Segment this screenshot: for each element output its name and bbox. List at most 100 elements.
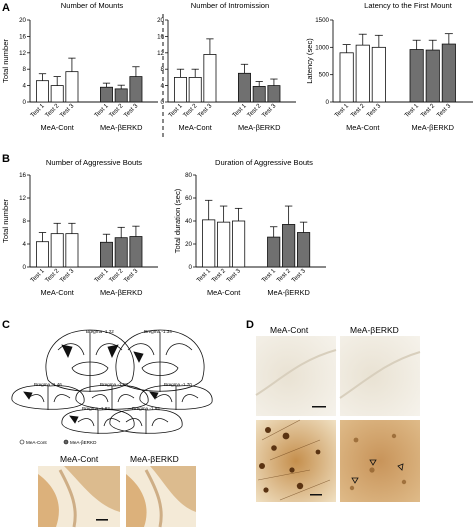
y-axis-label: Total duration (sec) [173, 188, 182, 253]
x-tick-label: Test 3 [290, 267, 307, 284]
bar [114, 237, 128, 268]
x-tick-label: Test 3 [123, 267, 140, 284]
legend-marker-cont [19, 439, 25, 445]
bar [237, 72, 251, 103]
bar [267, 85, 281, 103]
bar [100, 86, 113, 103]
bar [231, 220, 246, 268]
bar [114, 88, 128, 103]
bregma-label: Bregma -1.34 [144, 329, 172, 334]
chart-number-of-mounts: Number of Mounts Total number 0 4 8 12 16 20 Tes… [1, 1, 158, 132]
y-tick-label: 20 [157, 17, 164, 24]
bar [282, 224, 296, 268]
bar [371, 46, 386, 103]
y-tick-label: 16 [19, 172, 26, 179]
bar [50, 233, 64, 268]
x-tick-label: Test 2 [246, 102, 263, 119]
panel-label-c: C [2, 319, 10, 331]
arrowhead-markers [351, 459, 404, 484]
panel-label-d: D [246, 319, 254, 331]
brain-atlas-schematics [11, 329, 213, 434]
x-tick-label: Test 1 [29, 267, 46, 284]
chart-title: Number of Aggressive Bouts [46, 158, 142, 167]
legend-label-erkd: MeA-βERKD [70, 440, 97, 445]
condition-label: MeA-Cont [346, 123, 379, 132]
y-tick-label: 0 [23, 264, 27, 271]
y-tick-label: 4 [23, 83, 27, 90]
y-tick-label: 8 [23, 218, 27, 225]
panel-label-b: B [2, 153, 10, 165]
x-tick-label: Test 2 [108, 267, 125, 284]
bar [409, 49, 424, 103]
condition-label: MeA-Cont [41, 288, 74, 297]
y-tick-label: 12 [19, 50, 26, 57]
legend-label-cont: MeA-Cont [26, 440, 47, 445]
x-tick-label: Test 1 [93, 267, 110, 284]
chart-title: Latency to the First Mount [364, 1, 453, 10]
x-tick-label: Test 3 [59, 102, 76, 119]
photo-label-c-cont: MeA-Cont [60, 454, 99, 464]
bar [296, 232, 311, 268]
y-tick-label: 500 [319, 72, 330, 79]
bar [441, 43, 456, 103]
photo-label-d-erkd: MeA-βERKD [350, 325, 399, 335]
bar [339, 52, 354, 103]
histology-photo-d-erkd-low [339, 336, 421, 416]
y-tick-label: 16 [19, 33, 26, 40]
chart-title: Duration of Aggressive Bouts [215, 158, 313, 167]
bregma-label: Bregma -1.22 [86, 329, 114, 334]
y-tick-label: 8 [161, 66, 165, 73]
bar [425, 49, 440, 103]
x-tick-label: Test 2 [44, 102, 61, 119]
bregma-labels: Bregma -1.22 Bregma -1.34 Bregma -1.46 B… [34, 329, 192, 411]
bar [267, 236, 281, 268]
y-axis-label: Total number [1, 199, 10, 243]
y-tick-label: 0 [23, 99, 27, 106]
x-tick-label: Test 2 [182, 102, 199, 119]
bar [129, 76, 143, 103]
x-tick-label: Test 1 [231, 102, 248, 119]
brain-section-row3 [61, 409, 183, 434]
x-tick-label: Test 2 [210, 267, 227, 284]
y-tick-label: 0 [189, 264, 193, 271]
x-tick-label: Test 1 [195, 267, 212, 284]
x-tick-label: Test 3 [366, 102, 383, 119]
chart-number-of-aggressive-bouts: Number of Aggressive Bouts Total number 0 4… [1, 158, 158, 297]
condition-label: MeA-Cont [41, 123, 74, 132]
chart-latency-first-mount: Latency to the First Mount Latency (sec) 0… [305, 1, 473, 132]
y-tick-label: 0 [326, 99, 330, 106]
y-tick-label: 0 [161, 99, 165, 106]
y-tick-label: 1000 [315, 44, 329, 51]
x-tick-label: Test 2 [108, 102, 125, 119]
histology-photo-c-cont [38, 466, 120, 528]
brain-section-row2 [11, 385, 213, 410]
bar [65, 71, 79, 103]
x-tick-label: Test 3 [225, 267, 242, 284]
photo-label-c-erkd: MeA-βERKD [130, 454, 179, 464]
x-tick-label: Test 3 [261, 102, 278, 119]
x-tick-label: Test 2 [350, 102, 367, 119]
bar [252, 86, 266, 103]
x-tick-label: Test 3 [123, 102, 140, 119]
x-tick-label: Test 2 [275, 267, 292, 284]
bar [36, 241, 49, 268]
x-tick-label: Test 3 [436, 102, 453, 119]
photo-label-d-cont: MeA-Cont [270, 325, 309, 335]
y-tick-label: 8 [23, 66, 27, 73]
y-axis-label: Latency (sec) [305, 38, 314, 84]
panel-label-a: A [2, 2, 10, 14]
bregma-label: Bregma -1.46 [34, 382, 62, 387]
bregma-label: Bregma -1.94 [132, 406, 160, 411]
x-tick-label: Test 1 [29, 102, 46, 119]
x-tick-label: Test 1 [403, 102, 420, 119]
x-tick-label: Test 1 [260, 267, 277, 284]
condition-label: MeA-βERKD [267, 288, 309, 297]
histology-photo-d-cont-high [256, 419, 336, 502]
bar [50, 85, 64, 103]
condition-label: MeA-βERKD [412, 123, 454, 132]
bar [173, 77, 187, 103]
chart-title: Number of Mounts [61, 1, 124, 10]
bar [203, 54, 217, 103]
